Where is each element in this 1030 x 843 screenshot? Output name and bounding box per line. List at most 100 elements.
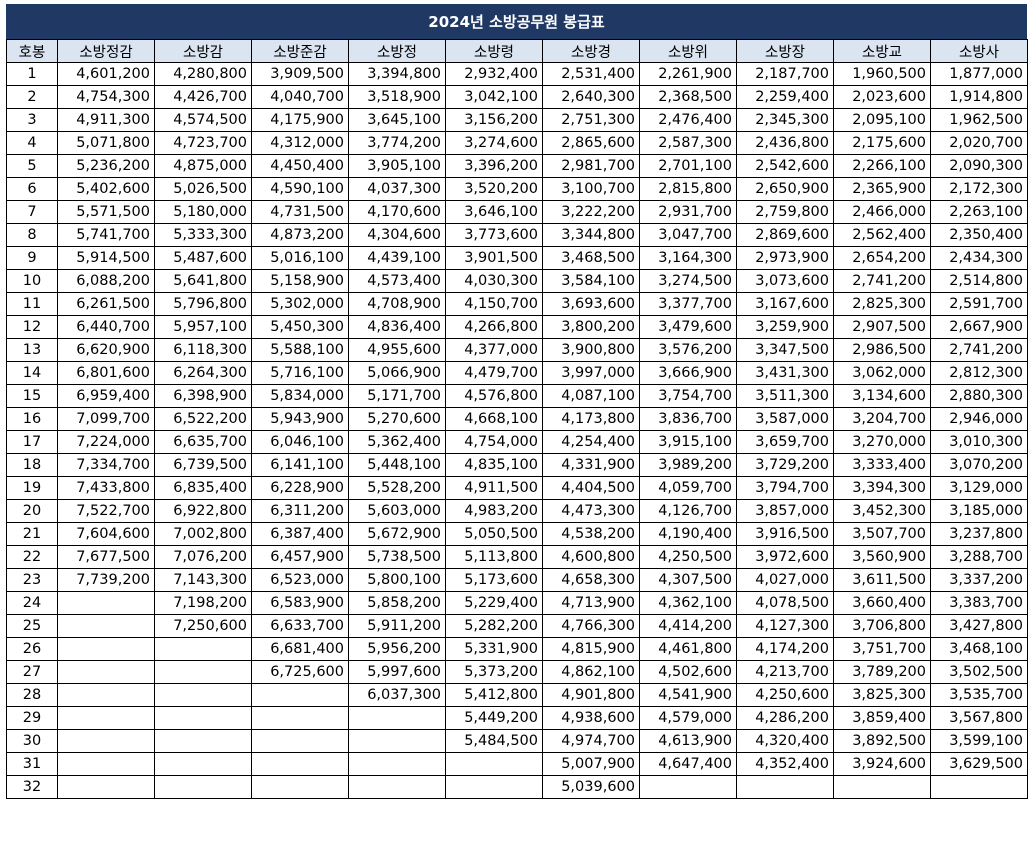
salary-cell: 4,320,400 [736, 729, 834, 753]
salary-cell: 3,645,100 [348, 108, 446, 132]
salary-cell: 6,046,100 [251, 430, 349, 454]
salary-cell: 2,365,900 [833, 177, 931, 201]
salary-cell: 3,100,700 [542, 177, 640, 201]
step-cell: 2 [6, 85, 58, 109]
step-cell: 17 [6, 430, 58, 454]
salary-cell [348, 752, 446, 776]
salary-cell: 3,047,700 [639, 223, 737, 247]
salary-cell: 5,449,200 [445, 706, 543, 730]
salary-cell: 3,825,300 [833, 683, 931, 707]
salary-cell [57, 729, 155, 753]
header-rank-2: 소방감 [154, 39, 252, 63]
salary-cell: 2,701,100 [639, 154, 737, 178]
table-row: 25 7,250,600 6,633,700 5,911,200 5,282,200 4,… [6, 614, 1028, 638]
salary-cell: 2,531,400 [542, 62, 640, 86]
salary-cell: 6,739,500 [154, 453, 252, 477]
salary-cell: 5,362,400 [348, 430, 446, 454]
table-row: 4 5,071,800 4,723,700 4,312,000 3,774,200 3,2… [6, 131, 1028, 155]
salary-cell: 3,427,800 [930, 614, 1028, 638]
salary-cell: 3,660,400 [833, 591, 931, 615]
salary-cell: 4,708,900 [348, 292, 446, 316]
salary-cell: 6,141,100 [251, 453, 349, 477]
salary-cell: 6,261,500 [57, 292, 155, 316]
salary-cell: 2,436,800 [736, 131, 834, 155]
salary-cell: 3,394,300 [833, 476, 931, 500]
salary-cell: 3,129,000 [930, 476, 1028, 500]
salary-cell [348, 706, 446, 730]
step-cell: 26 [6, 637, 58, 661]
salary-cell: 3,915,100 [639, 430, 737, 454]
salary-cell [154, 660, 252, 684]
salary-cell: 5,957,100 [154, 315, 252, 339]
salary-cell: 1,960,500 [833, 62, 931, 86]
salary-cell: 3,706,800 [833, 614, 931, 638]
salary-cell: 4,541,900 [639, 683, 737, 707]
salary-cell: 5,741,700 [57, 223, 155, 247]
salary-cell: 6,835,400 [154, 476, 252, 500]
salary-cell: 2,825,300 [833, 292, 931, 316]
table-header: 호봉 소방정감 소방감 소방준감 소방정 소방령 소방경 소방위 소방장 소방교 소방사 [6, 39, 1028, 63]
salary-cell: 7,334,700 [57, 453, 155, 477]
table-row: 22 7,677,500 7,076,200 6,457,900 5,738,500 5,… [6, 545, 1028, 569]
salary-cell: 7,076,200 [154, 545, 252, 569]
salary-cell: 3,468,100 [930, 637, 1028, 661]
salary-cell: 4,731,500 [251, 200, 349, 224]
salary-cell: 3,535,700 [930, 683, 1028, 707]
salary-cell: 3,070,200 [930, 453, 1028, 477]
salary-cell [154, 706, 252, 730]
salary-cell: 3,800,200 [542, 315, 640, 339]
salary-cell [251, 729, 349, 753]
salary-cell: 6,681,400 [251, 637, 349, 661]
salary-cell: 3,836,700 [639, 407, 737, 431]
table-row: 31 5,007,900 4,647,400 4,352,400 3,924,600 3,… [6, 752, 1028, 776]
step-cell: 22 [6, 545, 58, 569]
salary-cell: 5,158,900 [251, 269, 349, 293]
salary-cell: 4,901,800 [542, 683, 640, 707]
salary-cell: 4,658,300 [542, 568, 640, 592]
salary-cell: 3,237,800 [930, 522, 1028, 546]
salary-cell: 6,523,000 [251, 568, 349, 592]
salary-cell: 5,716,100 [251, 361, 349, 385]
salary-cell: 4,250,600 [736, 683, 834, 707]
table-row: 28 6,037,300 5,412,800 4,901,800 4,541,900 4,… [6, 683, 1028, 707]
salary-cell: 5,333,300 [154, 223, 252, 247]
salary-cell: 6,633,700 [251, 614, 349, 638]
salary-cell: 3,751,700 [833, 637, 931, 661]
salary-cell: 4,362,100 [639, 591, 737, 615]
salary-cell: 2,650,900 [736, 177, 834, 201]
step-cell: 18 [6, 453, 58, 477]
salary-cell: 3,347,500 [736, 338, 834, 362]
salary-cell: 4,713,900 [542, 591, 640, 615]
table-row: 30 5,484,500 4,974,700 4,613,900 4,320,400 3,… [6, 729, 1028, 753]
salary-cell [251, 683, 349, 707]
salary-cell: 5,270,600 [348, 407, 446, 431]
salary-cell: 6,118,300 [154, 338, 252, 362]
table-row: 5 5,236,200 4,875,000 4,450,400 3,905,100 3,3… [6, 154, 1028, 178]
salary-cell: 4,911,300 [57, 108, 155, 132]
salary-cell: 3,259,900 [736, 315, 834, 339]
salary-cell: 3,794,700 [736, 476, 834, 500]
salary-cell: 2,187,700 [736, 62, 834, 86]
step-cell: 4 [6, 131, 58, 155]
salary-cell: 5,588,100 [251, 338, 349, 362]
step-cell: 9 [6, 246, 58, 270]
salary-cell: 4,174,200 [736, 637, 834, 661]
salary-cell: 2,591,700 [930, 292, 1028, 316]
salary-cell: 2,741,200 [930, 338, 1028, 362]
salary-cell: 3,396,200 [445, 154, 543, 178]
salary-cell: 6,228,900 [251, 476, 349, 500]
salary-cell: 2,345,300 [736, 108, 834, 132]
salary-cell [251, 775, 349, 799]
salary-cell: 5,448,100 [348, 453, 446, 477]
salary-cell: 3,431,300 [736, 361, 834, 385]
table-row: 19 7,433,800 6,835,400 6,228,900 5,528,200 4,… [6, 476, 1028, 500]
salary-cell: 2,869,600 [736, 223, 834, 247]
salary-table: 호봉 소방정감 소방감 소방준감 소방정 소방령 소방경 소방위 소방장 소방교 소방사 1 4,60… [6, 39, 1028, 799]
salary-cell: 3,333,400 [833, 453, 931, 477]
salary-cell [57, 752, 155, 776]
salary-cell [251, 752, 349, 776]
salary-cell [930, 775, 1028, 799]
table-row: 15 6,959,400 6,398,900 5,834,000 5,171,700 4,… [6, 384, 1028, 408]
salary-cell: 2,476,400 [639, 108, 737, 132]
salary-cell: 7,224,000 [57, 430, 155, 454]
